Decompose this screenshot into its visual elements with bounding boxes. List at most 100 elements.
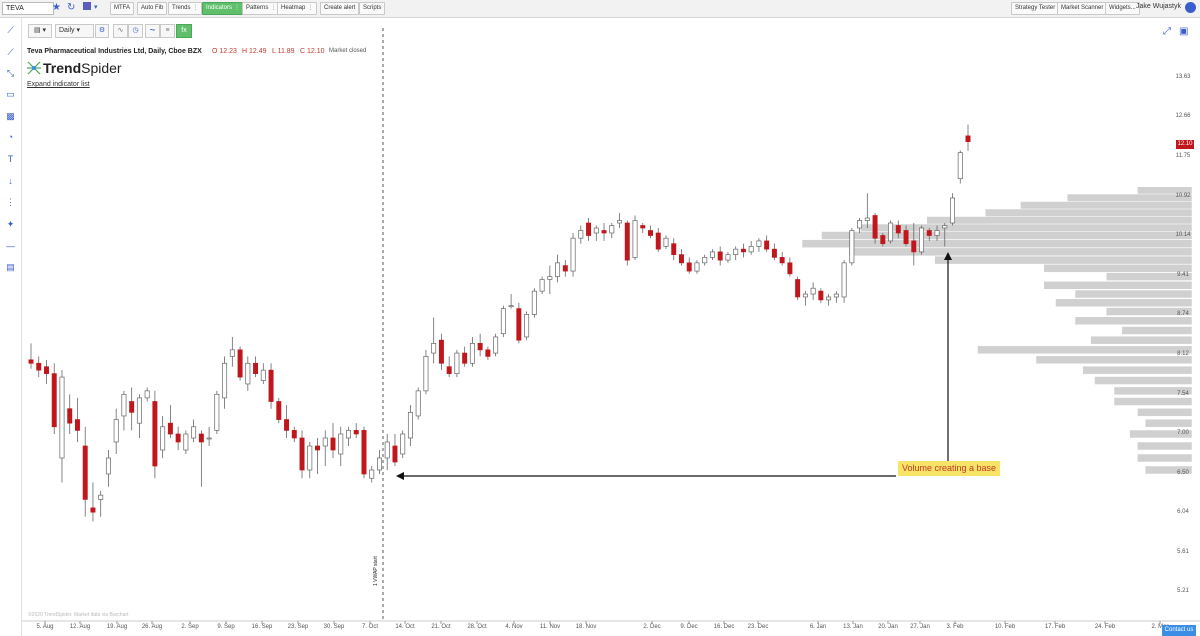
candle-body-up	[578, 230, 584, 239]
volume-profile-bar	[1129, 429, 1193, 439]
heatmap-button[interactable]: Heatmap ⋮	[277, 2, 318, 15]
anchored-vwap-tool-icon[interactable]: ✦	[6, 219, 15, 229]
x-tick-label: 2. Sep	[181, 624, 199, 630]
candle	[531, 288, 537, 318]
candle-body-up	[632, 220, 638, 258]
volume-profile-bar	[1105, 307, 1193, 316]
candle-body-down	[330, 437, 336, 451]
color-picker-icon[interactable]	[83, 2, 91, 14]
candle-body-down	[198, 433, 204, 443]
candle-body-down	[361, 430, 367, 475]
candle	[934, 225, 940, 241]
volume-profile-bar	[1113, 397, 1193, 406]
strategy-tester-button[interactable]: Strategy Tester	[1011, 2, 1060, 15]
candle	[260, 363, 266, 384]
candle	[291, 426, 297, 442]
candle-body-down	[253, 362, 259, 374]
drawing-tools-sidebar: ⟋ ⟋ ⤡ ▭ ▩ ◔ T ↓ ⋮ ✦ — ▤	[0, 18, 22, 636]
candle	[245, 356, 251, 391]
candle-body-up	[833, 293, 839, 298]
channel-tool-icon[interactable]: ⤡	[6, 68, 15, 78]
horizontal-line-tool-icon[interactable]: —	[6, 241, 15, 251]
annotation-arrow-up-head	[944, 252, 952, 260]
timeframe-select[interactable]: Daily ▾	[55, 24, 94, 38]
candle	[183, 430, 189, 454]
trends-button[interactable]: Trends ⋮	[168, 2, 203, 15]
candle	[51, 363, 57, 434]
candle	[376, 450, 382, 474]
camera-icon[interactable]: ▣	[1179, 26, 1189, 37]
scripts-button[interactable]: Scripts	[359, 2, 386, 15]
candle-body-up	[407, 411, 413, 439]
arrow-down-tool-icon[interactable]: ↓	[8, 176, 13, 186]
candle	[477, 333, 483, 357]
x-tick-label: 23. Sep	[287, 624, 309, 630]
snapshot-icon[interactable]: ⏦	[145, 24, 160, 38]
y-tick-label: 9.41	[1177, 272, 1189, 278]
contact-us-button[interactable]: Contact us	[1162, 625, 1196, 636]
x-tick-label: 24. Feb	[1094, 624, 1116, 630]
x-tick-label: 14. Oct	[395, 624, 415, 630]
volume-profile-bar	[1055, 298, 1193, 308]
candle-body-down	[477, 343, 483, 351]
refresh-icon[interactable]: ↻	[67, 2, 76, 13]
candle-body-down	[795, 279, 801, 298]
widgets-button[interactable]: Widgets...	[1105, 2, 1140, 15]
candle-body-up	[59, 376, 65, 459]
candle-body-down	[82, 445, 88, 500]
candle	[144, 387, 150, 402]
candle-body-up	[144, 390, 150, 399]
circle-tool-icon[interactable]: ◔	[7, 132, 14, 142]
volume-profile-bar	[1090, 335, 1193, 345]
volume-profile-bar	[1113, 386, 1193, 396]
text-tool-icon[interactable]: T	[7, 154, 14, 164]
fullscreen-icon[interactable]: ⤢	[1163, 26, 1171, 37]
candle-body-up	[400, 433, 406, 455]
x-tick-label: 10. Feb	[994, 624, 1016, 630]
vertical-line-tool-icon[interactable]: ⋮	[6, 197, 15, 207]
star-icon[interactable]: ★	[52, 2, 61, 13]
settings-gear-icon[interactable]: ⚙	[95, 24, 109, 38]
symbol-input[interactable]: TEVA	[2, 2, 54, 15]
ray-tool-icon[interactable]: ⟋	[7, 47, 14, 57]
compare-icon[interactable]: ∿	[113, 24, 128, 38]
fib-tool-icon[interactable]: ▤	[6, 262, 15, 272]
expand-indicator-link[interactable]: Expand indicator list	[27, 81, 90, 88]
trendline-tool-icon[interactable]: ⟋	[7, 25, 14, 35]
user-avatar-icon[interactable]	[1185, 2, 1196, 13]
auto-fib-button[interactable]: Auto Fib	[137, 2, 168, 15]
user-name[interactable]: Jake Wujastyk	[1136, 3, 1181, 10]
clock-icon[interactable]: ◷	[128, 24, 143, 38]
mtfa-button[interactable]: MTFA	[110, 2, 134, 15]
candle-body-up	[222, 362, 228, 399]
y-tick-label: 10.92	[1175, 193, 1191, 199]
fx-icon[interactable]: fx	[176, 24, 192, 38]
candle-body-up	[500, 308, 506, 335]
candle	[369, 466, 375, 483]
candle	[454, 349, 460, 378]
candle	[562, 260, 568, 277]
x-tick-label: 18. Nov	[575, 624, 597, 630]
fill-tool-icon[interactable]: ▩	[6, 111, 15, 121]
chart-type-button[interactable]: ▤ ▾	[28, 24, 52, 38]
candle-body-up	[524, 314, 530, 338]
candle	[802, 291, 808, 306]
candle	[214, 390, 220, 434]
candle	[810, 282, 816, 300]
chevron-down-icon[interactable]: ▾	[94, 4, 98, 11]
x-tick-label: 30. Sep	[323, 624, 345, 630]
rectangle-tool-icon[interactable]: ▭	[6, 89, 15, 99]
volume-profile-icon[interactable]: ≡	[160, 24, 175, 38]
volume-profile-bar	[977, 345, 1193, 355]
candle	[655, 228, 661, 252]
candle	[686, 257, 692, 274]
indicators-button[interactable]: Indicators ⋮	[202, 2, 245, 15]
create-alert-button[interactable]: Create alert	[320, 2, 360, 15]
volume-profile-bar	[1094, 376, 1193, 385]
candle-body-down	[818, 290, 824, 301]
candle	[113, 408, 119, 454]
candle-body-down	[315, 445, 321, 451]
candle	[779, 251, 785, 266]
candle-body-up	[98, 494, 104, 500]
